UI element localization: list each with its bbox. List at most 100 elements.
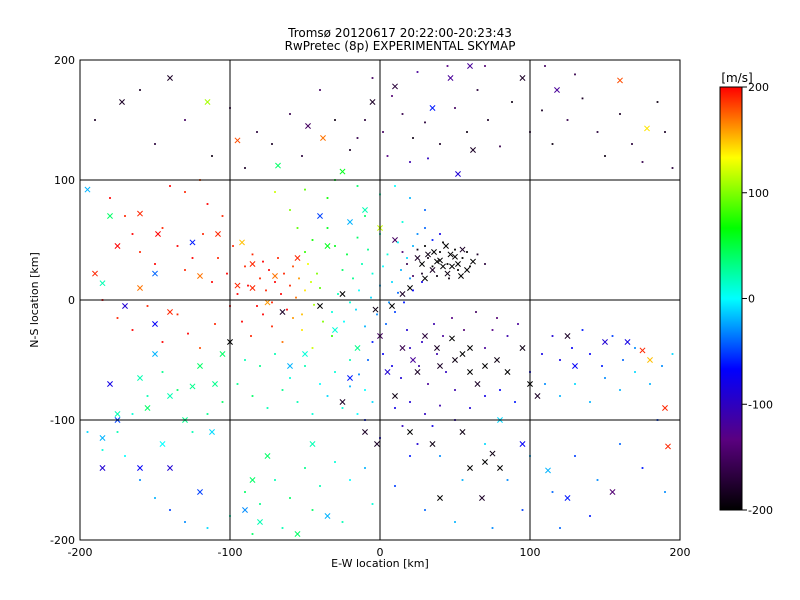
x-marker (431, 249, 437, 255)
dot-marker (326, 395, 329, 397)
x-marker (257, 519, 263, 525)
dot-marker (391, 95, 393, 97)
dot-marker (469, 407, 471, 409)
x-marker (624, 339, 631, 345)
x-marker (384, 369, 391, 375)
x-marker (137, 285, 143, 291)
x-marker (332, 327, 338, 333)
dot-marker (131, 233, 134, 235)
dot-marker (326, 227, 329, 229)
dot-marker (355, 308, 357, 311)
dot-marker (217, 257, 219, 259)
dot-marker (409, 455, 411, 457)
dot-marker (280, 293, 282, 295)
x-marker (467, 63, 473, 69)
dot-marker (292, 317, 294, 319)
dot-marker (385, 323, 387, 325)
x-marker (302, 351, 308, 357)
dot-marker (184, 269, 186, 271)
x-marker (419, 261, 425, 267)
dot-marker (496, 317, 498, 319)
x-marker (122, 303, 128, 309)
x-marker (467, 345, 473, 351)
dot-marker (409, 347, 411, 349)
dot-marker (341, 407, 344, 409)
x-marker (107, 213, 113, 219)
dot-marker (274, 281, 276, 283)
dot-marker (386, 253, 389, 256)
x-marker (114, 243, 121, 249)
dot-marker (281, 341, 284, 343)
dot-marker (596, 479, 599, 481)
dot-marker (469, 265, 471, 268)
x-marker (324, 243, 331, 249)
dot-marker (268, 269, 270, 271)
dot-marker (364, 325, 366, 328)
x-marker (189, 383, 196, 390)
dot-marker (289, 113, 291, 115)
dot-marker (289, 209, 291, 211)
dot-marker (427, 157, 429, 160)
dot-marker (491, 527, 494, 529)
dot-marker (244, 491, 246, 493)
y-tick-label: -200 (50, 534, 75, 547)
colorbar-label: [m/s] (721, 71, 752, 85)
dot-marker (277, 257, 279, 259)
x-marker (294, 531, 301, 537)
dot-marker (191, 257, 194, 259)
dot-marker (421, 272, 423, 275)
dot-marker (619, 443, 621, 445)
x-marker (219, 351, 226, 357)
dot-marker (211, 281, 213, 283)
x-marker (452, 357, 458, 363)
dot-marker (551, 143, 554, 145)
x-marker (234, 137, 241, 144)
dot-marker (406, 257, 408, 259)
x-marker (339, 168, 346, 175)
dot-marker (289, 377, 291, 379)
dot-marker (331, 311, 333, 313)
y-tick-label: -100 (50, 414, 75, 427)
dot-marker (559, 359, 561, 361)
dot-marker (86, 431, 89, 433)
x-marker (204, 99, 211, 105)
x-marker (564, 333, 571, 339)
dot-marker (311, 509, 314, 511)
dot-marker (244, 265, 246, 268)
y-tick-label: 100 (54, 174, 75, 187)
dot-marker (484, 263, 486, 265)
dot-marker (517, 323, 519, 325)
x-marker (407, 285, 413, 291)
dot-marker (664, 491, 666, 493)
dot-marker (124, 215, 126, 217)
x-marker (209, 429, 215, 435)
x-marker (437, 363, 443, 369)
dot-marker (176, 245, 179, 247)
dot-marker (247, 284, 249, 287)
x-marker (452, 253, 458, 260)
dot-marker (424, 121, 426, 124)
dot-marker (187, 332, 189, 335)
dot-marker (476, 253, 479, 256)
dot-marker (574, 73, 576, 76)
x-marker (467, 369, 473, 375)
dot-marker (331, 335, 333, 337)
x-marker (99, 280, 106, 287)
x-marker (167, 465, 173, 471)
x-marker (212, 381, 218, 387)
x-marker (429, 441, 436, 447)
dot-marker (416, 248, 419, 251)
scatter-points (84, 63, 674, 537)
dot-marker (256, 305, 258, 307)
dot-marker (319, 287, 321, 289)
y-tick-label: 200 (54, 54, 75, 67)
x-marker (437, 495, 443, 501)
dot-marker (206, 413, 209, 415)
x-marker (449, 263, 455, 270)
dot-marker (461, 479, 464, 481)
x-marker (317, 213, 323, 219)
dot-marker (326, 197, 329, 199)
x-marker (449, 335, 455, 342)
dot-marker (388, 301, 390, 304)
